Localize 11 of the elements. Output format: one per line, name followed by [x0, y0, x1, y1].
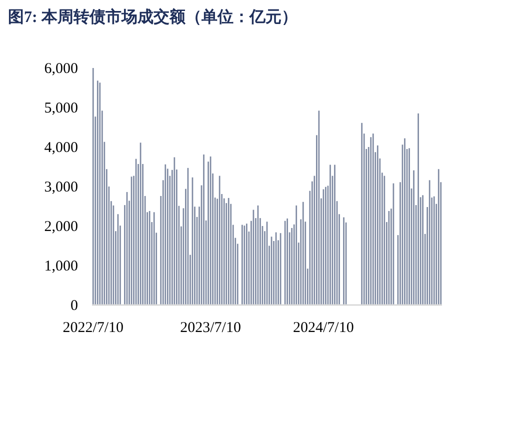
y-tick-label: 1,000 [44, 258, 78, 274]
y-tick-label: 5,000 [44, 100, 78, 116]
x-tick-label: 2022/7/10 [62, 320, 124, 336]
x-tick-label: 2023/7/10 [180, 320, 241, 336]
y-tick-label: 3,000 [44, 180, 78, 196]
x-tick-label: 2024/7/10 [293, 320, 354, 336]
y-tick-label: 0 [70, 298, 78, 314]
y-tick-label: 4,000 [44, 140, 78, 156]
title: 图7: 本周转债市场成交额（单位：亿元） [8, 9, 298, 26]
y-tick-label: 2,000 [44, 219, 78, 235]
y-tick-label: 6,000 [44, 61, 78, 77]
